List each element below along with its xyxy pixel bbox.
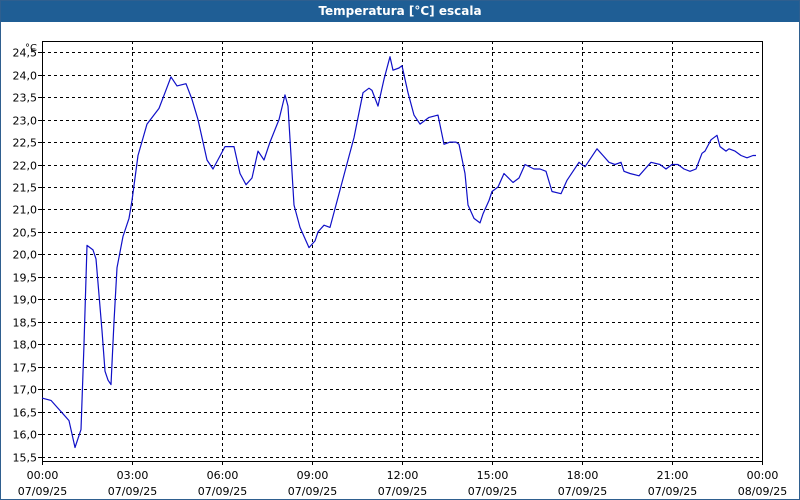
y-tick-label: 19,0 [13,294,38,307]
x-tick-label-time: 00:00 [27,469,59,482]
x-tick-label-date: 07/09/25 [108,485,157,498]
y-tick-label: 16,5 [13,407,38,420]
y-tick-label: 17,0 [13,384,38,397]
x-tick-label-time: 09:00 [297,469,329,482]
y-tick-label: 23,5 [13,92,38,105]
y-tick-label: 24,5 [13,47,38,60]
y-tick-label: 19,5 [13,272,38,285]
x-tick-label-time: 03:00 [117,469,149,482]
y-tick-label: 15,5 [13,452,38,465]
x-tick-label-time: 12:00 [387,469,419,482]
y-tick-label: 18,5 [13,317,38,330]
window-title: Temperatura [°C] escala [1,1,799,22]
y-tick-label: 18,0 [13,339,38,352]
x-tick-label-date: 07/09/25 [288,485,337,498]
y-tick-label: 23,0 [13,115,38,128]
y-unit-label: °C [25,43,37,54]
x-tick-label-date: 07/09/25 [198,485,247,498]
plot-frame [42,41,763,462]
y-tick-label: 21,5 [13,182,38,195]
x-tick-label-date: 07/09/25 [18,485,67,498]
y-tick-label: 22,0 [13,160,38,173]
x-tick-label-date: 07/09/25 [468,485,517,498]
x-tick-label-date: 08/09/25 [738,485,787,498]
x-tick-label-date: 07/09/25 [378,485,427,498]
y-tick-label: 24,0 [13,70,38,83]
y-tick-label: 20,0 [13,249,38,262]
y-tick-label: 21,0 [13,204,38,217]
y-tick-label: 20,5 [13,227,38,240]
x-tick-label-date: 07/09/25 [648,485,697,498]
y-tick-label: 17,5 [13,362,38,375]
x-tick-label-time: 00:00 [747,469,779,482]
x-tick-label-time: 18:00 [567,469,599,482]
y-tick-label: 16,0 [13,429,38,442]
y-tick-label: 22,5 [13,137,38,150]
series-line [41,56,756,449]
x-tick-label-time: 21:00 [657,469,689,482]
x-tick-label-date: 07/09/25 [558,485,607,498]
x-tick-label-time: 06:00 [207,469,239,482]
x-tick-label-time: 15:00 [477,469,509,482]
